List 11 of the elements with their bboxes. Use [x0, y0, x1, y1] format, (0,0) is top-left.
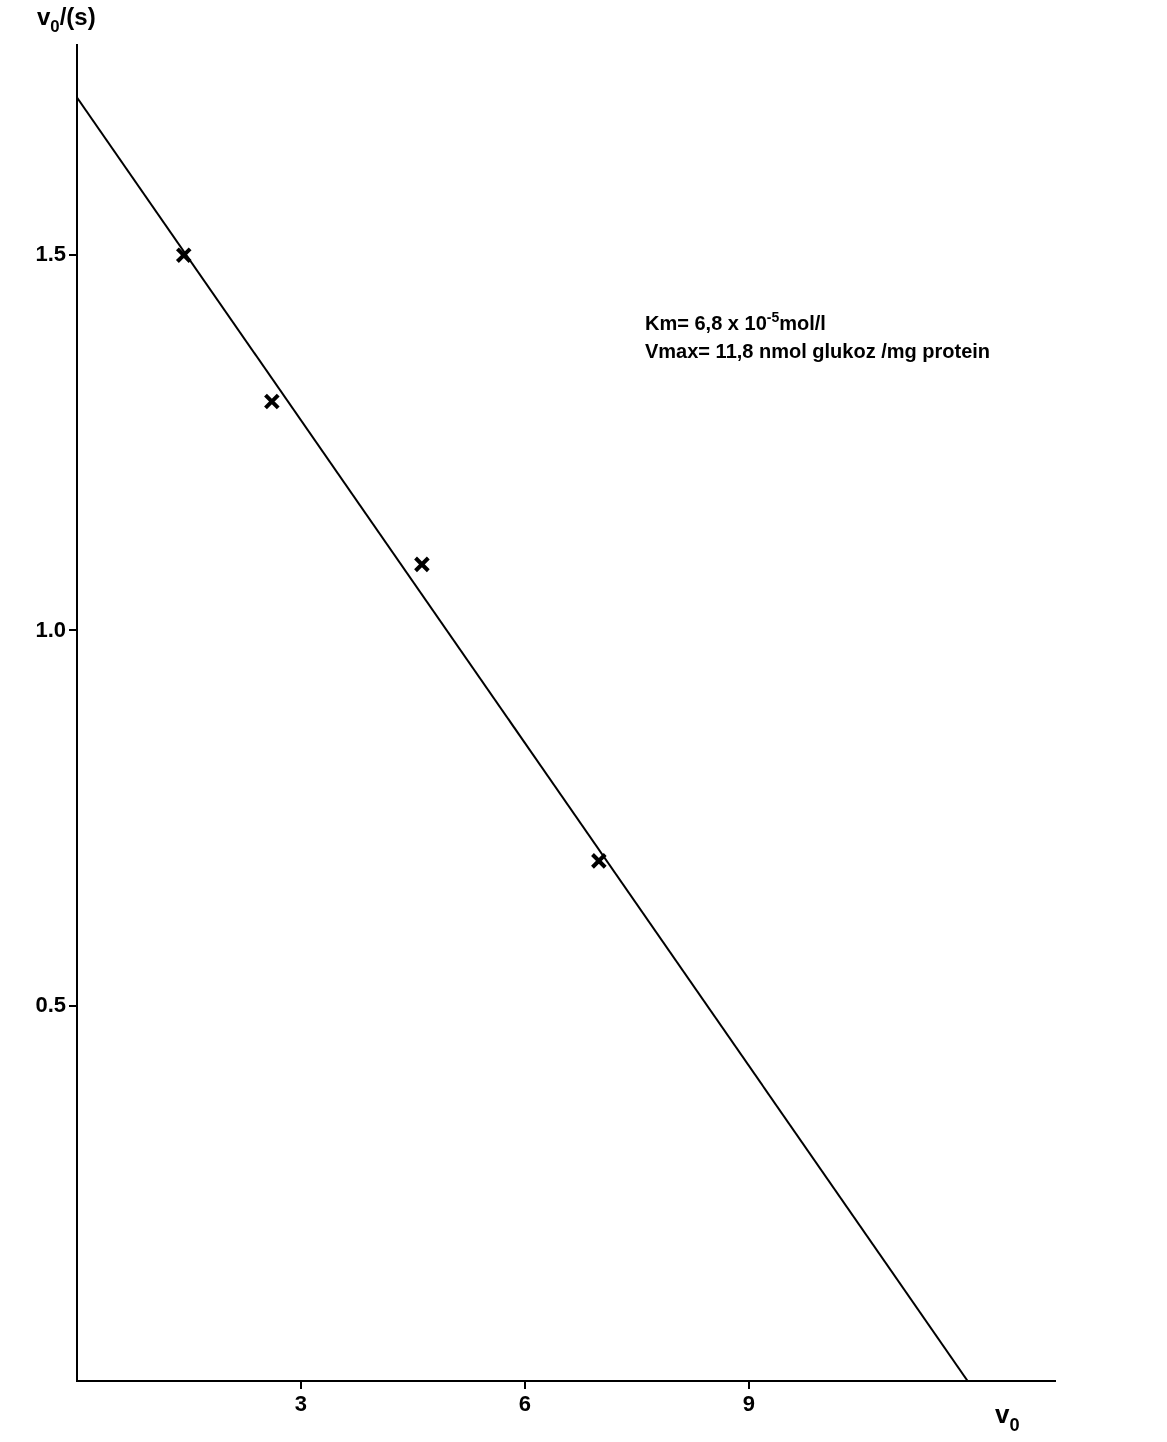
- annotation: Vmax= 11,8 nmol glukoz /mg protein: [645, 340, 991, 362]
- point: [263, 393, 281, 410]
- y-tick-label: 1.5: [35, 241, 66, 267]
- x-tick-label: 3: [294, 1391, 308, 1417]
- x-tick-label: 9: [742, 1391, 756, 1417]
- point: [175, 246, 193, 264]
- point: [413, 556, 431, 573]
- y-tick-label: 0.5: [35, 991, 66, 1017]
- y-tick-label: 1.0: [35, 616, 66, 642]
- x-tick-label: 6: [518, 1391, 532, 1417]
- point: [590, 852, 608, 870]
